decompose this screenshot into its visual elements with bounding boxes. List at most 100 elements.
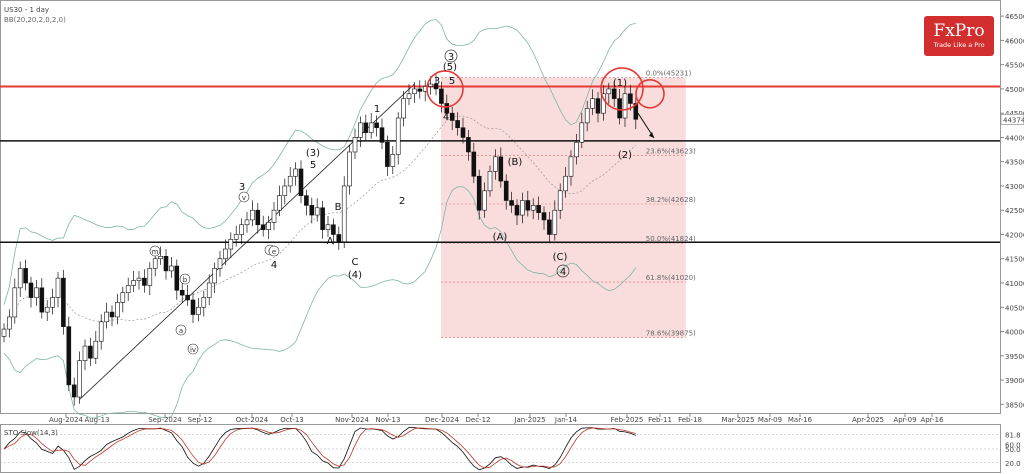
chart-title: US30 - 1 day xyxy=(4,6,49,14)
candle-body xyxy=(557,190,563,211)
candle-body xyxy=(509,200,514,206)
candle xyxy=(466,130,471,161)
candle xyxy=(509,191,514,213)
candle-body xyxy=(115,302,120,318)
candle-body xyxy=(282,185,288,196)
candle xyxy=(206,274,212,306)
candle-body xyxy=(298,168,304,196)
candle xyxy=(304,189,309,216)
candle xyxy=(385,135,390,176)
candle-body xyxy=(7,316,12,330)
sto-signal-line xyxy=(3,427,636,469)
wave-label: 5 xyxy=(310,160,316,171)
candle xyxy=(190,292,196,324)
oscillator-title: STO Slow(14,3) xyxy=(4,429,58,437)
candle-body xyxy=(23,268,28,284)
candle xyxy=(601,85,606,121)
candle-body xyxy=(98,321,104,342)
candle xyxy=(71,377,77,406)
candle-body xyxy=(44,306,50,313)
candle xyxy=(417,80,423,99)
candle xyxy=(590,89,595,115)
candle-body xyxy=(206,282,212,298)
wave-label-4: 4 xyxy=(560,267,566,278)
wave-label: 4 xyxy=(271,260,277,271)
candle xyxy=(379,118,385,150)
candle-body xyxy=(449,112,455,121)
candle-body xyxy=(255,209,261,226)
candle xyxy=(622,86,628,127)
candle xyxy=(530,198,536,220)
candle xyxy=(401,90,406,127)
candle-body xyxy=(136,277,142,281)
candle xyxy=(158,246,163,265)
oscillator-level-label: 60.0 xyxy=(1005,441,1021,449)
x-tick-label: Mar-09 xyxy=(758,416,782,424)
fib-zone xyxy=(441,77,686,338)
candle-body xyxy=(466,137,471,153)
y-tick-label: 46500 xyxy=(1005,13,1024,21)
wave-3-circle xyxy=(444,49,458,63)
candle-body xyxy=(66,326,72,386)
oscillator-level-label: 20.0 xyxy=(1005,460,1021,468)
oscillator-frame xyxy=(0,424,1001,473)
y-tick-label: 45500 xyxy=(1005,62,1024,70)
candle-body xyxy=(201,297,207,308)
candle-body xyxy=(579,122,585,143)
logo-brand: FxPro xyxy=(933,21,985,41)
wave-label: 1 xyxy=(374,104,380,115)
candle xyxy=(476,169,482,220)
candle xyxy=(217,250,223,277)
candle xyxy=(104,302,109,329)
wave-label: iv xyxy=(190,346,196,354)
candle xyxy=(260,215,266,237)
candle-body xyxy=(395,117,401,155)
candle-body xyxy=(482,190,487,211)
candle xyxy=(66,316,72,392)
fib-label: 23.6%(43623) xyxy=(646,148,696,156)
candle-body xyxy=(260,224,266,230)
candle-body xyxy=(223,248,228,260)
candle xyxy=(233,225,239,247)
candle-body xyxy=(606,88,612,95)
candle-body xyxy=(439,88,444,104)
candle xyxy=(433,74,439,96)
candle-body xyxy=(552,209,558,235)
candle-body xyxy=(590,98,595,109)
wave-label-circle xyxy=(268,245,280,257)
candle-body xyxy=(304,195,309,206)
candle-body xyxy=(352,137,358,153)
y-tick-label: 39000 xyxy=(1005,377,1024,385)
candle-body xyxy=(17,268,23,289)
candle-body xyxy=(633,103,639,120)
y-tick-label: 40000 xyxy=(1005,329,1024,337)
fib-label: 38.2%(42628) xyxy=(646,196,696,204)
candle-body xyxy=(179,289,185,296)
candle xyxy=(136,271,142,290)
candle-body xyxy=(293,168,298,177)
candle-body xyxy=(125,285,131,293)
candle-body xyxy=(309,205,315,216)
candle-body xyxy=(239,224,244,235)
candle xyxy=(595,91,601,123)
candle xyxy=(98,314,104,350)
wave-label: (4) xyxy=(348,270,362,281)
candle-body xyxy=(93,340,99,359)
candle xyxy=(250,200,255,227)
candle xyxy=(255,202,261,234)
candle-body xyxy=(39,287,45,313)
wave-label-circle xyxy=(149,245,161,257)
candle xyxy=(568,150,574,186)
wave-label: m xyxy=(152,248,159,256)
wave-label: e xyxy=(272,248,276,256)
wave-label-circle xyxy=(179,273,191,285)
candle xyxy=(163,249,169,280)
candle xyxy=(93,331,99,365)
highlight-circle xyxy=(600,67,644,111)
candle-body xyxy=(498,156,504,182)
candle-body xyxy=(341,185,347,243)
candle-body xyxy=(325,224,331,230)
wave-label: 3 xyxy=(239,182,245,193)
wave-label-3: 3 xyxy=(448,52,454,63)
candle-body xyxy=(622,93,628,119)
